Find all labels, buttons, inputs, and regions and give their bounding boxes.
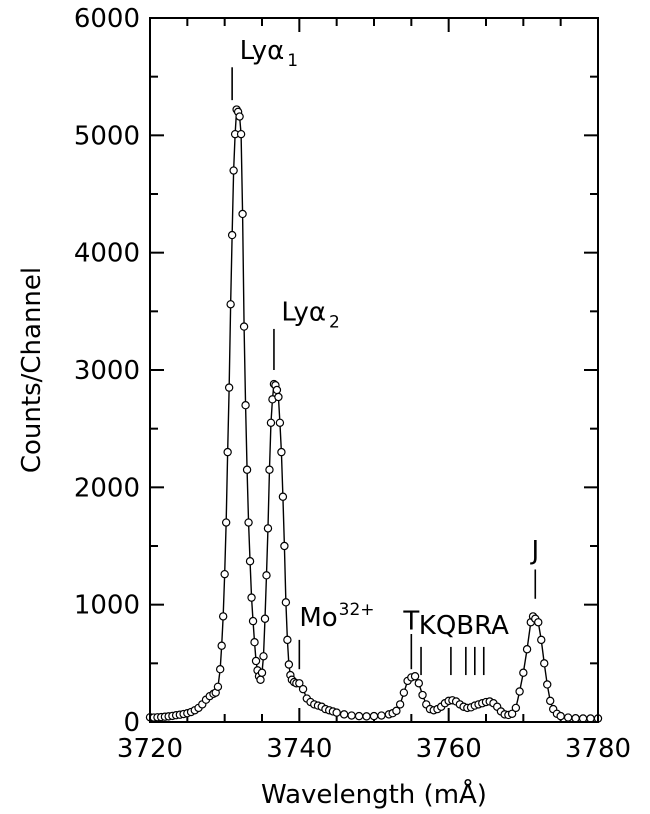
data-point [247, 593, 256, 602]
kqbra-label: KQBRA [419, 611, 509, 641]
data-point [250, 638, 259, 647]
x-tick-label: 3740 [266, 734, 332, 764]
y-tick-label: 1000 [74, 591, 140, 621]
data-point [221, 518, 231, 527]
x-tick-label: 3780 [565, 734, 631, 764]
data-point [377, 711, 386, 720]
x-tick-label: 3760 [416, 734, 482, 764]
data-point [277, 447, 286, 457]
data-point [280, 541, 289, 551]
data-point [227, 230, 237, 240]
data-point [414, 679, 423, 688]
peak-annotations: Lyα 1 Lyα 2 Mo32+ T KQBRA J [231, 36, 539, 676]
data-point [218, 612, 228, 621]
data-point [392, 706, 401, 716]
data-point [229, 166, 238, 175]
data-point [519, 668, 528, 677]
data-series [149, 107, 598, 720]
data-point [507, 709, 517, 718]
data-point [298, 684, 308, 694]
data-point [543, 680, 552, 689]
data-point [245, 557, 255, 566]
data-point [354, 711, 364, 721]
data-point [224, 383, 234, 392]
data-point [563, 713, 573, 722]
mo32-label: Mo32+ [299, 600, 374, 633]
data-point [226, 300, 235, 309]
data-point [238, 209, 247, 219]
x-axis-title: Wavelength (mÅ) [261, 778, 487, 810]
y-tick-label: 6000 [74, 4, 140, 34]
y-tick-label: 3000 [74, 356, 140, 386]
data-point [248, 616, 258, 626]
data-point [515, 687, 524, 696]
data-point [540, 659, 549, 668]
data-point [257, 668, 267, 677]
data-point [251, 656, 261, 666]
data-point [213, 682, 223, 692]
data-point [217, 641, 226, 650]
y-tick-label: 5000 [74, 121, 140, 151]
data-point [242, 465, 252, 474]
data-point [265, 465, 274, 474]
data-point [236, 129, 246, 139]
data-point [275, 418, 285, 427]
data-point [395, 700, 405, 709]
data-point [266, 418, 276, 427]
data-point [295, 679, 304, 688]
data-point [537, 635, 546, 645]
data-point [241, 401, 250, 410]
data-point [546, 696, 555, 706]
data-point [556, 711, 565, 721]
data-point [369, 711, 379, 721]
data-point [283, 635, 292, 645]
data-point [235, 112, 244, 121]
lya1-label: Lyα 1 [240, 36, 298, 71]
data-point [522, 645, 532, 654]
plot-frame [149, 17, 599, 723]
tick-labels: 3720 3740 3760 3780 0 1000 2000 3000 4000 5000 600… [74, 4, 631, 764]
data-point [281, 598, 291, 607]
data-point [339, 710, 349, 719]
data-point [244, 518, 253, 527]
lya2-label: Lyα 2 [281, 298, 339, 333]
data-point [571, 714, 580, 723]
data-point [332, 708, 341, 717]
y-axis-title: Counts/Channel [17, 267, 47, 473]
data-point [278, 492, 288, 501]
data-point [410, 672, 420, 681]
y-tick-label: 2000 [74, 473, 140, 503]
data-point [223, 447, 232, 457]
data-point [239, 322, 249, 331]
data-point [418, 690, 427, 700]
data-point [272, 385, 282, 395]
data-point [362, 712, 371, 721]
data-point [263, 524, 273, 533]
data-point [262, 571, 271, 580]
data-point [399, 688, 409, 697]
data-point [347, 711, 356, 720]
y-tick-label: 0 [123, 708, 140, 738]
x-tick-label: 3720 [117, 734, 183, 764]
data-points [145, 105, 603, 723]
y-tick-label: 4000 [74, 239, 140, 269]
data-point [260, 614, 270, 623]
data-point [511, 703, 521, 713]
series-line [149, 107, 598, 720]
data-point [274, 392, 283, 402]
data-point [256, 675, 265, 684]
j-label: J [529, 536, 539, 566]
data-point [259, 652, 268, 661]
data-point [215, 665, 225, 674]
data-point [284, 660, 294, 669]
data-point [534, 618, 543, 627]
data-point [220, 569, 229, 579]
t-label: T [402, 606, 419, 636]
